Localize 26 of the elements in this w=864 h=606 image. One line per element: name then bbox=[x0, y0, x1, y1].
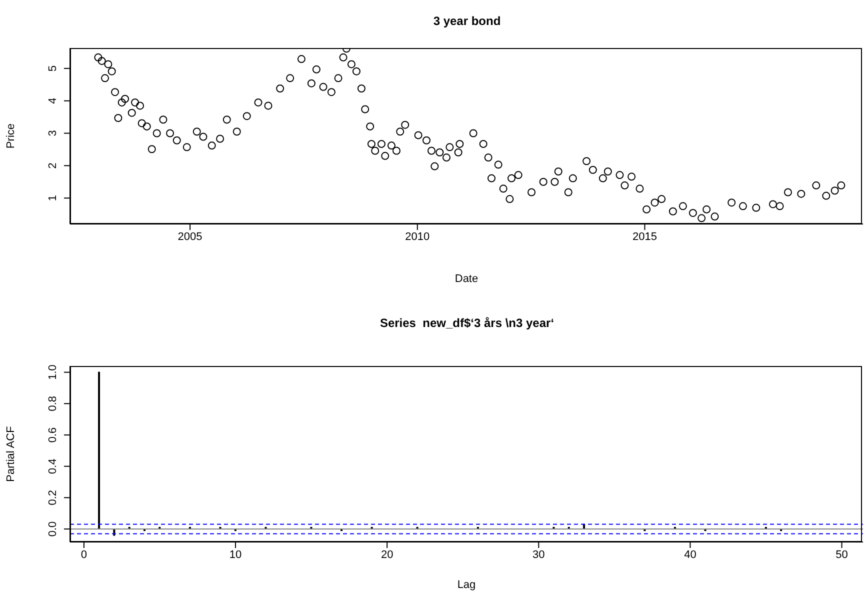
x-tick-label: 10 bbox=[229, 548, 242, 561]
x-axis-title: Lag bbox=[457, 579, 476, 591]
x-tick-label: 2010 bbox=[405, 230, 430, 243]
y-tick-label: 0.2 bbox=[47, 490, 59, 506]
chart-title: 3 year bond bbox=[432, 14, 502, 28]
x-tick-label: 2015 bbox=[632, 230, 657, 243]
x-tick-label: 40 bbox=[684, 548, 696, 561]
x-tick-label: 50 bbox=[836, 548, 848, 561]
y-tick-label: 5 bbox=[47, 65, 59, 72]
y-tick-label: 0.8 bbox=[47, 396, 59, 412]
y-axis-title: Price bbox=[4, 123, 17, 149]
y-axis-title: Partial ACF bbox=[4, 426, 17, 482]
x-tick-label: 2005 bbox=[178, 230, 202, 243]
y-tick-label: 0.6 bbox=[47, 427, 59, 443]
y-tick-label: 2 bbox=[47, 162, 59, 169]
y-tick-label: 3 bbox=[47, 130, 59, 136]
y-tick-label: 0.4 bbox=[47, 458, 59, 474]
y-tick-label: 1.0 bbox=[47, 364, 59, 380]
y-tick-label: 1 bbox=[47, 195, 59, 202]
y-tick-label: 0.0 bbox=[47, 521, 59, 537]
x-tick-label: 0 bbox=[80, 548, 88, 561]
y-tick-label: 4 bbox=[47, 98, 59, 104]
x-axis-title: Date bbox=[454, 273, 478, 285]
x-tick-label: 20 bbox=[380, 548, 394, 561]
x-tick-label: 30 bbox=[532, 548, 545, 561]
chart-title: Series new_df$‘3 års \n3 year‘ bbox=[378, 316, 556, 330]
